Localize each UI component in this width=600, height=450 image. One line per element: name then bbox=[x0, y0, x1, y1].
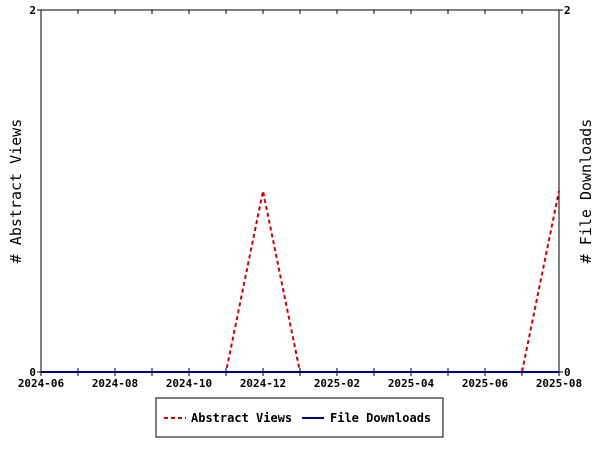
x-tick-label: 2025-08 bbox=[536, 377, 582, 390]
x-tick-label: 2025-02 bbox=[314, 377, 360, 390]
y-left-tick-label: 2 bbox=[29, 4, 36, 17]
legend-label-file-downloads: File Downloads bbox=[330, 411, 431, 425]
x-tick-label: 2024-10 bbox=[166, 377, 212, 390]
y-left-axis-title: # Abstract Views bbox=[7, 119, 25, 264]
x-tick-label: 2025-04 bbox=[388, 377, 435, 390]
x-tick-label: 2024-06 bbox=[18, 377, 65, 390]
y-left-tick-label: 0 bbox=[29, 366, 36, 379]
x-tick-label: 2025-06 bbox=[462, 377, 509, 390]
legend-box bbox=[155, 397, 444, 438]
x-tick-label: 2024-08 bbox=[92, 377, 138, 390]
plot-area bbox=[40, 9, 560, 373]
y-right-tick-label: 0 bbox=[564, 366, 571, 379]
x-tick-label: 2024-12 bbox=[240, 377, 286, 390]
y-right-tick-label: 2 bbox=[564, 4, 571, 17]
series-layer bbox=[41, 190, 560, 373]
y-right-axis-title: # File Downloads bbox=[577, 119, 595, 264]
legend-label-abstract-views: Abstract Views bbox=[191, 411, 292, 425]
legend: Abstract Views File Downloads bbox=[155, 397, 444, 438]
